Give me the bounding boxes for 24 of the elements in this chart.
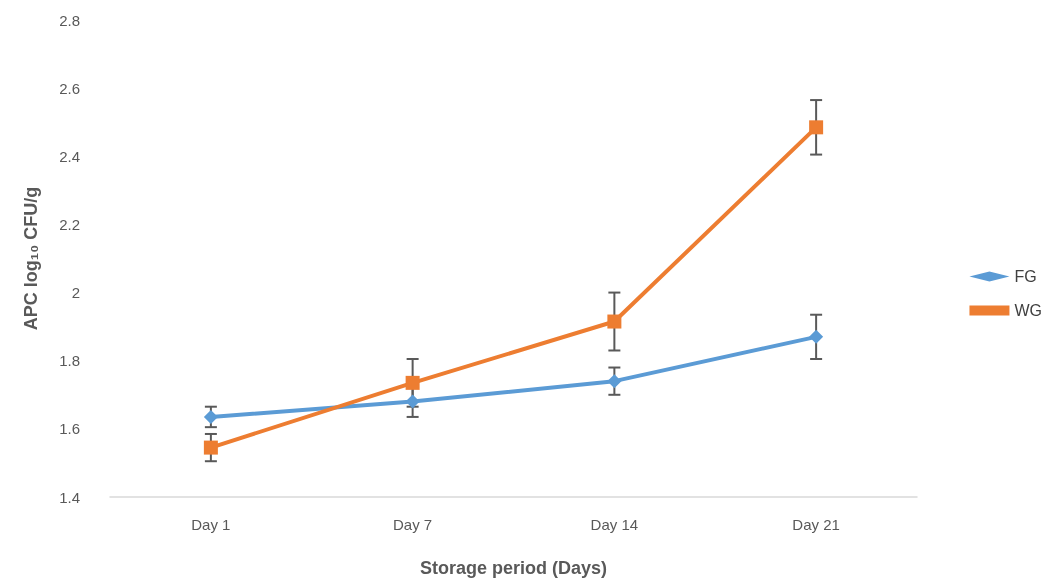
y-tick-label: 1.6 bbox=[59, 420, 80, 438]
point bbox=[405, 394, 420, 409]
x-tick-label: Day 21 bbox=[792, 516, 840, 533]
x-axis-title: Storage period (Days) bbox=[419, 558, 608, 578]
y-tick-label: 1.8 bbox=[59, 352, 80, 370]
legend-label: WG bbox=[1014, 302, 1042, 319]
point bbox=[607, 374, 622, 389]
point bbox=[809, 120, 824, 135]
point bbox=[405, 375, 420, 390]
x-tick-label: Day 1 bbox=[191, 516, 231, 533]
point bbox=[203, 440, 218, 455]
y-axis-title: APC log₁₀ CFU/g bbox=[21, 186, 41, 331]
y-tick-label: 1.4 bbox=[59, 488, 80, 506]
point bbox=[809, 329, 824, 344]
y-tick-label: 2.8 bbox=[59, 11, 80, 29]
point bbox=[607, 314, 622, 329]
y-tick-label: 2.4 bbox=[59, 147, 80, 165]
x-tick-label: Day 14 bbox=[590, 516, 639, 533]
y-tick-label: 2.2 bbox=[59, 215, 80, 233]
point bbox=[203, 409, 218, 424]
legend-label: FG bbox=[1014, 268, 1037, 285]
y-tick-label: 2 bbox=[71, 284, 80, 302]
y-tick-label: 2.6 bbox=[59, 79, 80, 97]
x-tick-label: Day 7 bbox=[393, 516, 433, 533]
